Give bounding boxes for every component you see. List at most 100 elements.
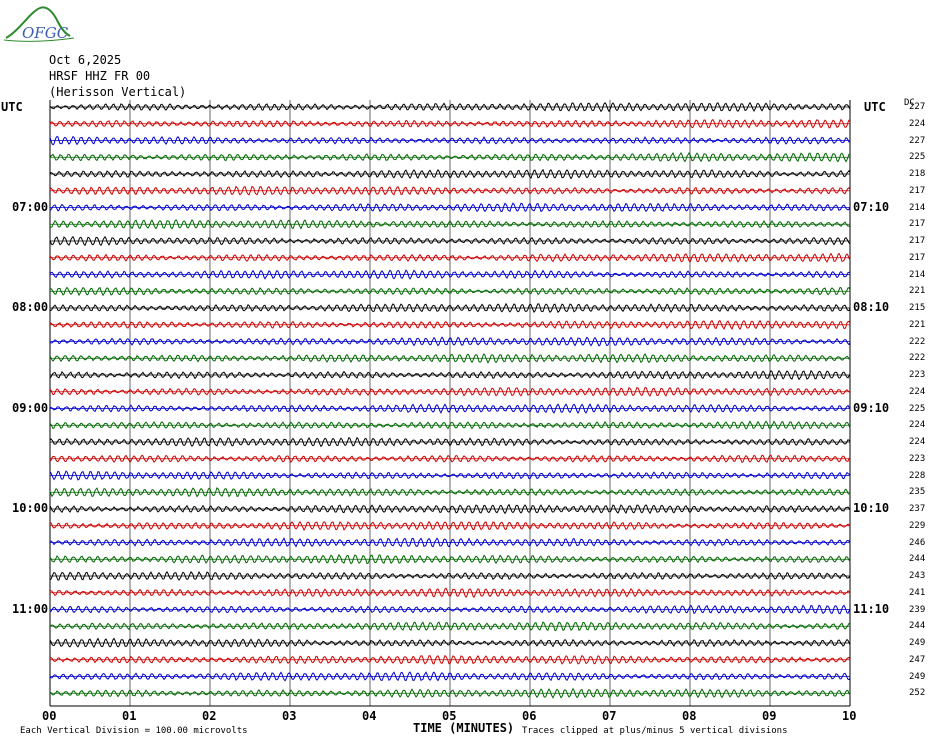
dc-offset-label: 217: [909, 185, 926, 196]
x-tick-label: 01: [122, 709, 137, 723]
dc-offset-label: 227: [909, 102, 926, 112]
seismic-trace: [49, 621, 851, 632]
left-time-label: 11:00: [12, 601, 49, 616]
x-tick-label: 05: [442, 709, 457, 723]
seismic-trace: [49, 454, 851, 464]
seismic-trace: [49, 302, 851, 314]
seismic-trace: [49, 604, 851, 615]
ofgc-logo-text: OFGC: [22, 24, 69, 42]
seismic-trace: [49, 235, 851, 247]
dc-offset-label: 229: [909, 520, 926, 531]
x-tick-label: 07: [602, 709, 617, 723]
seismic-trace: [49, 654, 851, 665]
seismic-trace: [49, 637, 851, 648]
right-timezone-label: UTC: [864, 100, 886, 114]
station-name-label: (Herisson Vertical): [49, 85, 187, 99]
seismic-trace: [49, 671, 851, 682]
dc-offset-label: 244: [909, 554, 926, 565]
seismic-trace: [49, 168, 851, 180]
left-time-label: 09:00: [12, 400, 49, 415]
dc-offset-label: 246: [909, 537, 926, 548]
dc-offset-label: 224: [909, 420, 926, 431]
seismic-trace: [49, 252, 851, 264]
x-tick-label: 03: [282, 709, 297, 723]
seismic-trace: [49, 369, 851, 381]
date-label: Oct 6,2025: [49, 53, 122, 67]
dc-offset-label: 228: [909, 470, 926, 481]
dc-offset-label: 217: [909, 219, 926, 230]
seismic-trace: [49, 353, 851, 364]
dc-offset-label: 249: [909, 638, 926, 648]
seismic-trace: [49, 503, 851, 515]
seismic-trace: [49, 587, 851, 599]
dc-offset-label: 243: [909, 571, 926, 581]
right-time-label: 07:10: [853, 199, 890, 214]
seismic-trace: [49, 151, 851, 163]
dc-offset-label: 214: [909, 269, 926, 280]
right-time-label: 10:10: [853, 501, 890, 515]
seismic-trace: [49, 135, 851, 146]
dc-offset-label: 222: [909, 336, 926, 347]
dc-offset-label: 225: [909, 403, 926, 414]
seismic-trace: [49, 470, 851, 481]
seismic-trace: [49, 537, 851, 548]
seismic-trace: [49, 286, 851, 297]
seismic-trace: [49, 269, 851, 280]
seismic-trace: [49, 520, 851, 531]
seismic-trace: [49, 420, 851, 430]
seismic-trace: [49, 118, 851, 129]
dc-offset-label: 223: [909, 453, 926, 464]
seismic-trace: [49, 554, 851, 565]
right-time-label: 09:10: [853, 400, 890, 415]
seismic-traces: [49, 101, 851, 699]
seismic-trace: [49, 202, 851, 213]
dc-offset-label: 239: [909, 604, 926, 615]
x-tick-label: 10: [842, 709, 857, 723]
plot-grid: [49, 100, 851, 707]
x-axis-title: TIME (MINUTES): [413, 721, 515, 735]
dc-offset-label: 217: [909, 236, 926, 246]
dc-offset-label: 214: [909, 202, 926, 213]
seismic-trace: [49, 185, 851, 196]
dc-offset-label: 224: [909, 437, 926, 447]
dc-offset-label: 217: [909, 252, 926, 263]
left-timezone-label: UTC: [1, 100, 23, 114]
x-tick-label: 00: [42, 709, 57, 723]
right-time-label: 11:10: [853, 601, 890, 616]
dc-offset-label: 244: [909, 621, 926, 632]
dc-offset-label: 222: [909, 353, 926, 364]
seismic-trace: [49, 101, 851, 113]
dc-offset-label: 237: [909, 504, 926, 514]
x-tick-label: 08: [682, 709, 697, 723]
dc-header-label: DC: [904, 98, 915, 108]
seismic-trace: [49, 403, 851, 415]
x-tick-label: 02: [202, 709, 217, 723]
scale-note: Each Vertical Division = 100.00 microvol…: [20, 726, 248, 736]
seismic-trace: [49, 219, 851, 230]
clip-note: Traces clipped at plus/minus 5 vertical …: [522, 726, 788, 736]
dc-offset-label: 252: [909, 688, 926, 699]
x-tick-label: 06: [522, 709, 537, 723]
x-tick-label: 04: [362, 709, 377, 723]
seismic-trace: [49, 319, 851, 330]
left-time-label: 08:00: [12, 300, 49, 314]
dc-offset-label: 249: [909, 671, 926, 682]
right-time-label: 08:10: [853, 300, 890, 314]
dc-offset-label: 235: [909, 487, 926, 498]
dc-offset-label: 224: [909, 118, 926, 129]
x-tick-label: 09: [762, 709, 777, 723]
ofgc-logo-icon: [3, 6, 75, 42]
left-time-label: 07:00: [12, 199, 49, 214]
station-label: HRSF HHZ FR 00: [49, 69, 151, 83]
dc-offset-label: 215: [909, 303, 926, 313]
dc-offset-label: 221: [909, 319, 926, 330]
dc-offset-label: 227: [909, 135, 926, 146]
dc-offset-label: 223: [909, 370, 926, 380]
dc-offset-label: 224: [909, 386, 926, 397]
dc-offset-label: 241: [909, 587, 926, 598]
seismic-trace: [49, 687, 851, 699]
seismic-trace: [49, 436, 851, 448]
seismic-trace: [49, 386, 851, 397]
dc-offset-label: 247: [909, 654, 926, 665]
